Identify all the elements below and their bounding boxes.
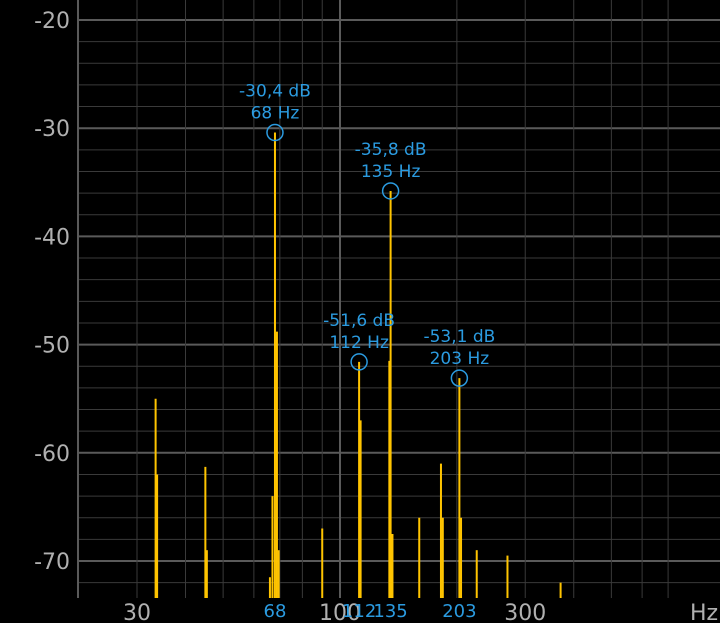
peak-circle (266, 123, 284, 142)
y-axis-ticks: -20 -30 -40 -50 -60 -70 (34, 9, 70, 575)
x-tick-label: 300 (504, 601, 546, 623)
y-tick-label: -40 (34, 225, 70, 250)
y-tick-label: -20 (34, 9, 70, 34)
x-peak-tick-label: 68 (264, 601, 287, 622)
grid (77, 0, 720, 598)
y-tick-label: -50 (34, 334, 70, 359)
peak-db-label: -35,8 dB (355, 140, 427, 160)
y-tick-label: -60 (34, 442, 70, 467)
y-tick-label: -30 (34, 117, 70, 142)
peak-circle (381, 182, 400, 200)
x-axis-unit-label: Hz (690, 601, 718, 623)
x-peak-tick-label: 135 (373, 601, 407, 622)
peak-hz-label: 135 Hz (361, 162, 421, 182)
spectrum-bars (154, 132, 562, 598)
peak-hz-label: 203 Hz (430, 349, 490, 369)
peak-hz-label: 68 Hz (251, 104, 300, 124)
peak-hz-label: 112 Hz (329, 333, 389, 353)
x-peak-tick-label: 112 (342, 601, 376, 622)
y-tick-label: -70 (34, 550, 70, 575)
peak-circle (350, 353, 368, 371)
peak-circle (450, 369, 469, 387)
peak-db-label: -30,4 dB (239, 82, 311, 102)
x-peak-tick-label: 203 (442, 601, 476, 622)
peak-db-label: -51,6 dB (323, 311, 395, 331)
x-tick-label: 100 (319, 601, 361, 623)
x-tick-label: 30 (123, 601, 151, 623)
peak-db-label: -53,1 dB (423, 327, 495, 347)
